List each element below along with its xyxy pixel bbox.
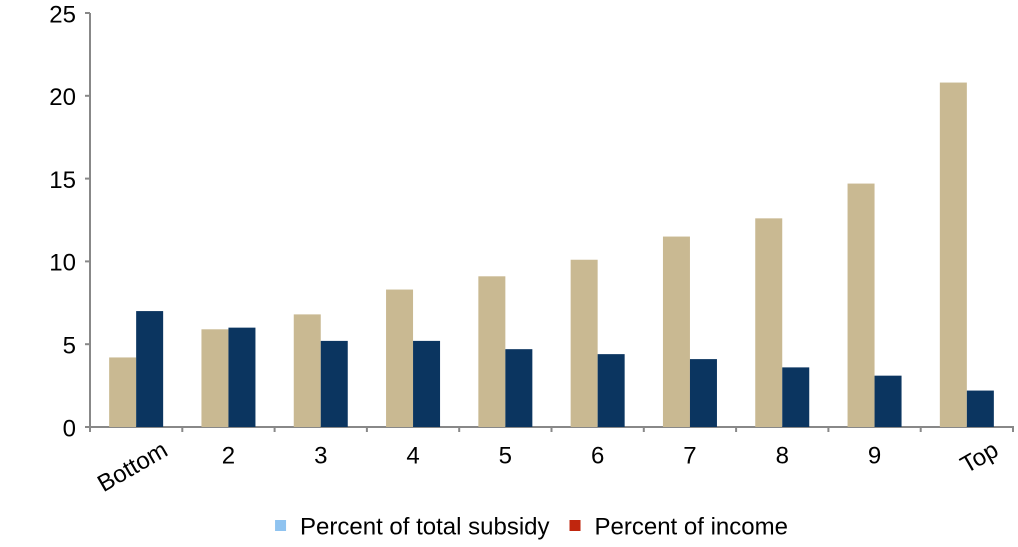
y-tick-label: 15 xyxy=(49,167,76,194)
x-tick-label: 5 xyxy=(499,442,512,469)
bar xyxy=(228,327,256,427)
bar xyxy=(755,218,783,427)
bar xyxy=(201,329,229,427)
x-tick-label: 7 xyxy=(683,442,696,469)
bar xyxy=(386,289,414,427)
y-tick-label: 0 xyxy=(63,415,76,442)
y-tick-label: 10 xyxy=(49,250,76,277)
bar xyxy=(293,314,321,427)
bar xyxy=(478,276,506,427)
y-tick-label: 5 xyxy=(63,333,76,360)
y-tick-label: 20 xyxy=(49,84,76,111)
x-tick-label: 6 xyxy=(591,442,604,469)
bar xyxy=(505,349,533,427)
bar xyxy=(847,183,875,427)
x-tick-label: 8 xyxy=(776,442,789,469)
legend-label: Percent of total subsidy xyxy=(300,513,549,540)
x-tick-label: 3 xyxy=(314,442,327,469)
bar xyxy=(689,359,717,427)
bar xyxy=(320,340,348,427)
x-tick-label: Top xyxy=(956,436,1003,479)
x-tick-label: Bottom xyxy=(93,436,172,497)
x-tick-label: 4 xyxy=(406,442,419,469)
x-tick-label: 2 xyxy=(222,442,235,469)
x-tick-label: 9 xyxy=(868,442,881,469)
bar xyxy=(413,340,441,427)
bar xyxy=(966,390,994,427)
bar xyxy=(874,375,902,427)
y-tick-label: 25 xyxy=(49,1,76,28)
legend-marker xyxy=(569,520,581,531)
bar xyxy=(597,354,625,427)
bar xyxy=(570,259,598,427)
legend-label: Percent of income xyxy=(595,513,788,540)
legend-marker xyxy=(275,520,287,531)
bar xyxy=(109,357,137,427)
bar xyxy=(136,311,164,427)
bar xyxy=(939,82,967,427)
bar xyxy=(662,236,690,427)
bar xyxy=(782,367,810,427)
